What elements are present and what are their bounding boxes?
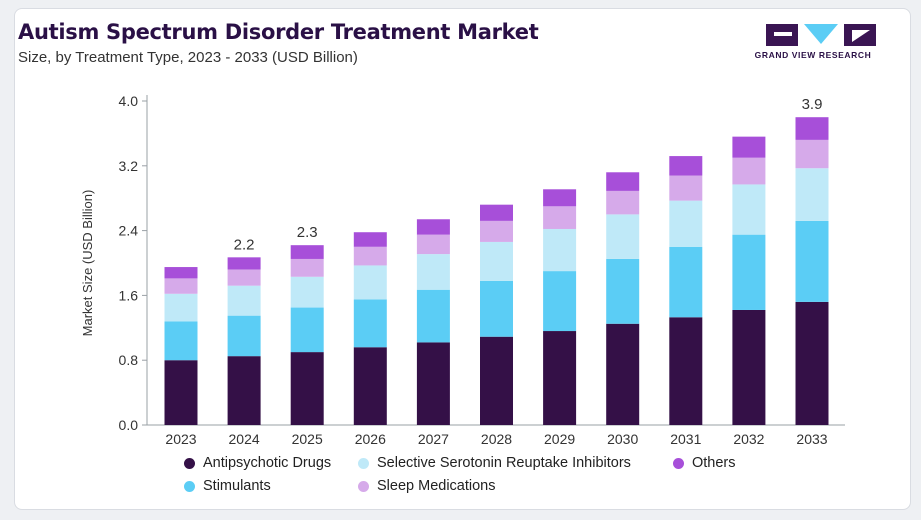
bar-segment [353,347,387,425]
legend-label: Sleep Medications [377,478,496,494]
legend-item-ssri: Selective Serotonin Reuptake Inhibitors [358,455,631,471]
legend-swatch [184,457,195,469]
bar-segment [290,276,324,308]
bar-segment [353,265,387,300]
bar-segment [795,220,829,302]
bar-segment [416,289,450,343]
chart-subtitle: Size, by Treatment Type, 2023 - 2033 (US… [18,49,358,66]
bar-segment [606,172,640,191]
grand-view-research-logo [766,24,876,46]
data-label: 2.3 [297,224,318,241]
bar-segment [416,342,450,425]
bar-segment [606,323,640,425]
x-tick-label: 2023 [165,431,196,445]
bar-segment [480,336,513,425]
bar-segment [669,175,703,201]
bar-segment [795,168,829,221]
bar-segment [480,220,513,242]
bar-segment [227,257,261,270]
bar-segment [669,246,703,318]
bar-segment [543,331,577,425]
stacked-bar-chart: 0.0 0.8 1.6 2.4 3.2 4.0 Market Size (USD Billi… [80,93,845,445]
bar-segment [290,258,324,277]
bar-segment [732,184,766,235]
chart-title: Autism Spectrum Disorder Treatment Marke… [18,20,539,44]
bar-segment [290,352,324,425]
bar-segment [669,317,703,425]
legend-label: Selective Serotonin Reuptake Inhibitors [377,455,631,471]
x-tick-label: 2030 [607,431,638,445]
y-tick-label: 2.4 [119,223,139,239]
bar-segment [732,136,766,158]
legend-label: Others [692,455,736,471]
bar-segment [227,269,261,286]
bar-segment [164,321,198,361]
bar-segment [480,241,513,281]
x-tick-label: 2033 [796,431,827,445]
bar-segment [164,278,198,294]
bar-segment [416,234,450,255]
bar-segment [732,309,766,425]
y-tick-label: 3.2 [119,158,139,174]
bar-segment [290,245,324,259]
bar-segment [353,299,387,348]
bar-segment [606,190,640,215]
bar-segment [164,267,198,279]
legend-swatch [358,480,369,492]
bar-segment [543,206,577,229]
bar-segment [353,232,387,247]
bar-segment [669,156,703,176]
data-label: 2.2 [234,236,255,253]
x-tick-label: 2027 [418,431,449,445]
logo-text: GRAND VIEW RESEARCH [754,50,872,60]
bar-segment [732,234,766,310]
legend-swatch [184,480,195,492]
bar-segment [353,246,387,266]
bar-segment [227,356,261,425]
bar-segment [164,293,198,322]
bar-segment [416,219,450,235]
bar-segment [227,315,261,357]
x-tick-label: 2025 [292,431,323,445]
legend-label: Stimulants [203,478,271,494]
chart-legend: Antipsychotic Drugs Stimulants Selective… [170,447,770,494]
bar-segment [227,285,261,316]
x-tick-label: 2024 [229,431,260,445]
legend-label: Antipsychotic Drugs [203,455,332,471]
legend-swatch [358,457,369,469]
bar-segment [732,157,766,185]
bar-segment [416,254,450,290]
legend-item-others: Others [673,455,736,471]
x-tick-label: 2028 [481,431,512,445]
bar-segment [543,228,577,272]
legend-item-stimulants: Stimulants [184,478,271,494]
bar-segment [606,258,640,324]
x-tick-label: 2026 [355,431,386,445]
bar-segment [795,301,829,425]
bar-segment [795,117,829,140]
legend-item-sleep-medications: Sleep Medications [358,478,496,494]
bar-segment [543,189,577,207]
y-tick-label: 1.6 [119,287,139,303]
x-tick-label: 2032 [733,431,764,445]
bar-segment [480,204,513,221]
y-tick-label: 0.8 [119,352,139,368]
y-axis-title: Market Size (USD Billion) [80,190,95,337]
bar-segment [669,200,703,247]
x-tick-label: 2029 [544,431,575,445]
bar-segment [606,214,640,259]
bar-segment [164,360,198,425]
y-tick-label: 0.0 [119,417,139,433]
legend-swatch [673,457,684,469]
bar-segment [480,280,513,337]
bar-segment [795,139,829,169]
y-tick-label: 4.0 [119,93,139,109]
bar-segment [543,271,577,332]
bar-segment [290,307,324,353]
legend-item-antipsychotic-drugs: Antipsychotic Drugs [184,455,331,471]
data-label: 3.9 [802,96,823,113]
x-tick-label: 2031 [670,431,701,445]
